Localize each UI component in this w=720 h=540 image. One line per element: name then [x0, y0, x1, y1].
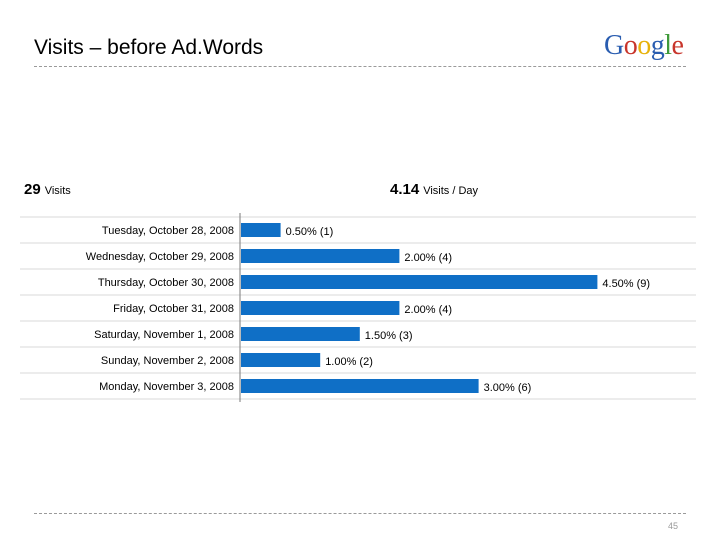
category-label: Monday, November 3, 2008 [99, 381, 234, 393]
data-label: 3.00% (6) [484, 382, 532, 394]
data-label: 1.00% (2) [325, 356, 373, 368]
data-label: 0.50% (1) [286, 226, 334, 238]
page-number: 45 [668, 521, 679, 531]
total-visits-label: Visits [44, 185, 71, 197]
logo-letter: G [604, 30, 624, 61]
slide-title: Visits – before Ad.Words [34, 36, 264, 59]
category-label: Saturday, November 1, 2008 [94, 329, 234, 341]
logo-letter: g [650, 30, 665, 61]
data-label: 4.50% (9) [602, 278, 650, 290]
category-label: Sunday, November 2, 2008 [101, 355, 234, 367]
google-logo: Google [604, 30, 684, 62]
visits-per-day-value: 4.14 [390, 181, 420, 198]
bar [241, 301, 400, 315]
bar [241, 249, 400, 263]
visits-per-day: 4.14 Visits / Day [390, 181, 478, 199]
visits-per-day-label: Visits / Day [423, 185, 479, 197]
logo-letter: o [623, 30, 638, 61]
bar [241, 327, 360, 341]
category-label: Tuesday, October 28, 2008 [102, 225, 234, 237]
category-label: Thursday, October 30, 2008 [98, 277, 234, 289]
bar [241, 275, 598, 289]
category-label: Friday, October 31, 2008 [113, 303, 234, 315]
logo-letter: l [664, 30, 672, 61]
category-label: Wednesday, October 29, 2008 [86, 251, 234, 263]
footer-divider [34, 513, 686, 514]
logo-letter: e [671, 30, 684, 61]
data-label: 2.00% (4) [404, 304, 452, 316]
data-label: 1.50% (3) [365, 330, 413, 342]
logo-letter: o [637, 30, 651, 61]
data-label: 2.00% (4) [404, 252, 452, 264]
total-visits: 29 Visits [24, 181, 71, 199]
bar [241, 353, 321, 367]
bar [241, 379, 479, 393]
total-visits-value: 29 [24, 181, 41, 198]
title-divider [34, 66, 686, 67]
bar [241, 223, 281, 237]
